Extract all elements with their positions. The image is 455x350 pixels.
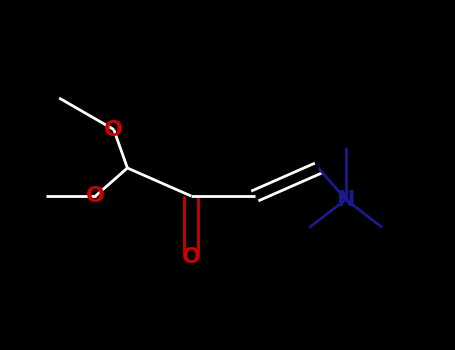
Text: O: O [104,119,123,140]
Text: O: O [86,186,105,206]
Text: N: N [337,189,355,210]
Text: O: O [182,247,201,267]
